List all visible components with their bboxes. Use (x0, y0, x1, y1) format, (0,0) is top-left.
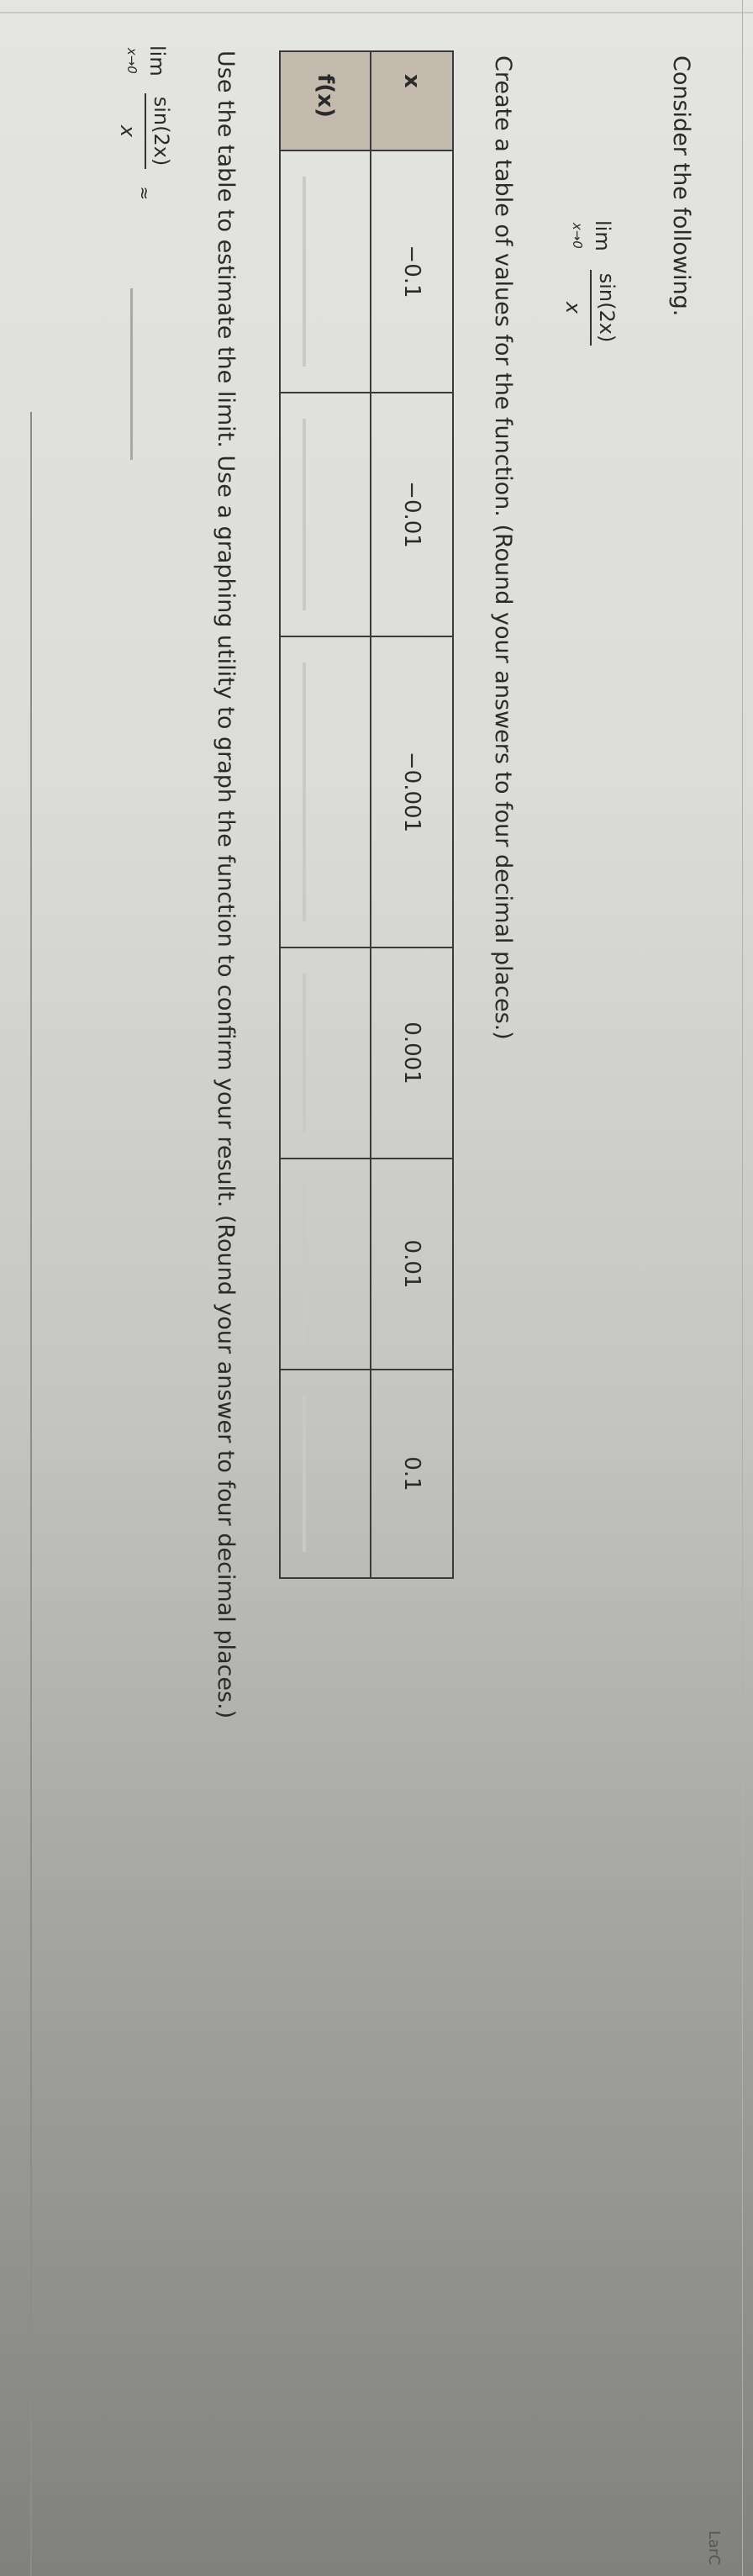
fraction: sin(2x) x (116, 92, 173, 170)
numerator: sin(2x) (145, 92, 173, 170)
intro-text: Consider the following. (668, 55, 694, 317)
answer-panel-border (30, 412, 32, 2576)
x-cell: −0.01 (371, 393, 453, 636)
brand-text: LarC (705, 2531, 723, 2566)
denominator: x (561, 301, 585, 314)
lim-operator: lim x→0 (122, 45, 169, 77)
estimate-instruction: Use the table to estimate the limit. Use… (213, 50, 239, 1719)
fx-cell (280, 1370, 371, 1578)
table-instruction: Create a table of values for the functio… (490, 55, 516, 1040)
fx-row: f(x) (280, 51, 371, 1578)
x-header: x (371, 51, 453, 150)
denominator: x (116, 124, 140, 138)
answer-limit-expression: lim x→0 sin(2x) x ≈ (116, 45, 173, 200)
fx-input[interactable] (303, 662, 306, 921)
fx-input[interactable] (303, 1185, 306, 1343)
fx-input[interactable] (303, 974, 306, 1132)
fx-cell (280, 1159, 371, 1370)
lim-approach: x→0 (570, 222, 585, 249)
fx-input[interactable] (303, 177, 306, 367)
x-row: x −0.1 −0.01 −0.001 0.001 0.01 0.1 (371, 51, 453, 1578)
x-cell: 0.1 (371, 1370, 453, 1578)
lim-operator: lim x→0 (567, 220, 614, 251)
x-cell: −0.001 (371, 636, 453, 948)
lim-label: lim (591, 220, 614, 251)
limit-expression: lim x→0 sin(2x) x (561, 220, 619, 346)
lim-approach: x→0 (124, 47, 140, 74)
divider (742, 0, 743, 2576)
values-table: x −0.1 −0.01 −0.001 0.001 0.01 0.1 f(x) (279, 50, 454, 1579)
approx-sign: ≈ (134, 186, 155, 201)
lim-label: lim (145, 45, 169, 77)
x-cell: 0.001 (371, 948, 453, 1159)
x-cell: −0.1 (371, 150, 453, 393)
fx-cell (280, 393, 371, 636)
fx-cell (280, 150, 371, 393)
fx-cell (280, 948, 371, 1159)
x-cell: 0.01 (371, 1159, 453, 1370)
fx-cell (280, 636, 371, 948)
divider (0, 12, 753, 13)
fx-input[interactable] (303, 1396, 306, 1552)
fx-input[interactable] (303, 419, 306, 610)
fraction: sin(2x) x (561, 269, 619, 346)
limit-answer-input[interactable] (130, 288, 133, 460)
numerator: sin(2x) (590, 269, 619, 346)
fx-header: f(x) (280, 51, 371, 150)
